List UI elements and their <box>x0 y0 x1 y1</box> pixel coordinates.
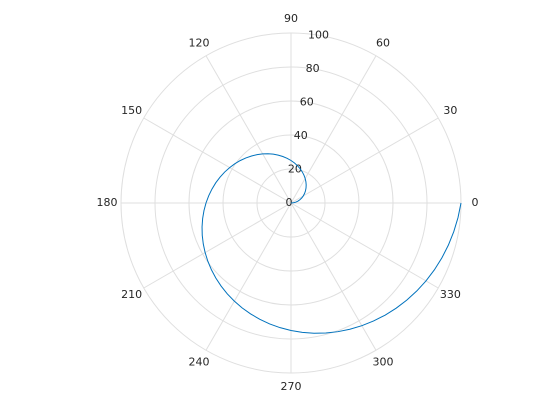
theta-tick-label: 300 <box>373 355 394 368</box>
r-tick-label: 80 <box>306 62 320 75</box>
theta-grid-line <box>143 202 292 289</box>
theta-tick-label: 90 <box>284 12 298 25</box>
theta-tick-label: 60 <box>376 37 390 50</box>
theta-grid-line <box>143 117 292 204</box>
theta-tick-label: 0 <box>472 196 479 209</box>
theta-grid-line <box>290 202 377 351</box>
theta-grid-line <box>290 202 439 289</box>
theta-tick-label: 240 <box>189 355 210 368</box>
series-line <box>201 153 462 334</box>
theta-tick-label: 120 <box>189 37 210 50</box>
theta-tick-label: 30 <box>443 104 457 117</box>
r-tick-label: 0 <box>286 196 293 209</box>
theta-tick-label: 150 <box>121 104 142 117</box>
theta-tick-label: 330 <box>440 288 461 301</box>
r-tick-label: 100 <box>308 29 329 42</box>
theta-tick-label: 270 <box>281 380 302 393</box>
theta-grid-line <box>205 55 292 204</box>
r-tick-label: 60 <box>300 96 314 109</box>
theta-tick-label: 180 <box>97 196 118 209</box>
r-tick-label: 40 <box>294 129 308 142</box>
theta-grid-line <box>290 117 439 204</box>
theta-grid-line <box>205 202 292 351</box>
theta-tick-label: 210 <box>121 288 142 301</box>
r-tick-label: 20 <box>288 163 302 176</box>
